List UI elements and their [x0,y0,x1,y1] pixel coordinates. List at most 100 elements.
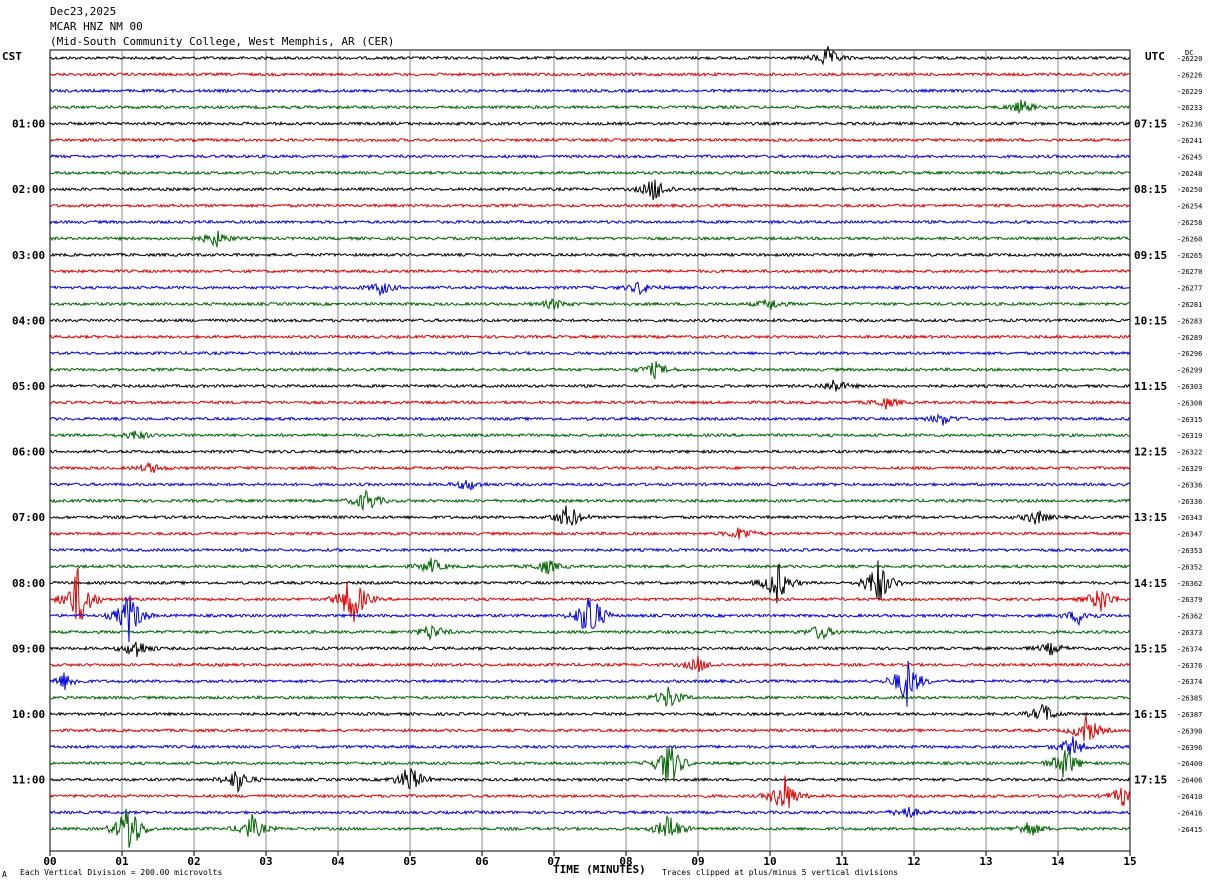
right-time-label: 16:15 [1134,708,1167,721]
seismic-trace-26 [49,479,1131,491]
x-tick-label: 01 [115,855,129,868]
seismic-trace-36 [49,641,1131,658]
seismic-trace-9 [49,202,1131,209]
left-time-label: 02:00 [12,183,45,196]
dc-offset-label: -26379 [1177,596,1202,604]
dc-offset-label: -26233 [1177,104,1202,112]
x-tick-label: 08 [619,855,632,868]
right-time-label: 12:15 [1134,446,1167,459]
x-tick-label: 07 [547,855,560,868]
seismic-trace-23 [49,430,1131,441]
left-time-label: 09:00 [12,642,45,655]
dc-offset-label: -26241 [1177,137,1202,145]
left-time-label: 03:00 [12,249,45,262]
seismic-trace-24 [49,448,1131,455]
x-tick-label: 06 [475,855,489,868]
dc-offset-label: -26296 [1177,350,1202,358]
right-time-label: 08:15 [1134,183,1167,196]
dc-offset-label: -26315 [1177,416,1202,424]
left-time-label: 10:00 [12,708,45,721]
seismic-trace-8 [49,179,1130,201]
dc-offset-label: -26226 [1177,71,1202,79]
right-time-label: 13:15 [1134,511,1167,524]
dc-offset-label: -26374 [1177,678,1202,686]
seismic-trace-13 [49,268,1131,274]
seismic-trace-25 [49,461,1131,474]
x-tick-label: 10 [763,855,776,868]
seismic-trace-29 [49,527,1131,540]
right-time-label: 15:15 [1134,642,1167,655]
seismic-trace-15 [49,298,1131,311]
dc-offset-label: -26406 [1177,777,1202,785]
dc-offset-label: -26362 [1177,580,1202,588]
x-tick-label: 02 [187,855,200,868]
seismic-trace-35 [49,624,1131,641]
dc-offset-label: -26374 [1177,645,1202,653]
dc-offset-label: -26362 [1177,613,1202,621]
seismic-trace-0 [49,45,1131,66]
station-code: MCAR HNZ NM 00 [50,20,143,33]
clipping-note: Traces clipped at plus/minus 5 vertical … [662,868,899,877]
seismic-trace-33 [49,567,1131,623]
dc-offset-label: -26289 [1177,334,1202,342]
left-time-label: 08:00 [12,577,45,590]
dc-offset-label: -26336 [1177,481,1202,489]
seismic-trace-3 [49,99,1131,115]
seismic-trace-11 [49,230,1131,248]
left-time-label: 06:00 [12,446,45,459]
plot-date: Dec23,2025 [50,5,117,18]
dc-offset-label: -26319 [1177,432,1202,440]
x-tick-label: 11 [835,855,849,868]
seismic-trace-41 [49,715,1131,742]
dc-offset-label: -26260 [1177,235,1202,243]
seismic-trace-16 [49,317,1131,323]
seismic-trace-44 [49,768,1131,794]
seismic-trace-14 [49,281,1131,297]
x-tick-label: 04 [331,855,345,868]
dc-offset-label: -26220 [1177,55,1202,63]
dc-offset-label: -26245 [1177,153,1202,161]
dc-offset-label: -26400 [1177,760,1202,768]
dc-offset-label: -26343 [1177,514,1202,522]
seismic-trace-17 [49,334,1131,340]
station-location: (Mid-South Community College, West Memph… [50,35,395,48]
dc-offset-label: -26229 [1177,88,1202,96]
dc-offset-label: -26270 [1177,268,1202,276]
dc-offset-label: -26373 [1177,629,1202,637]
dc-offset-label: -26277 [1177,285,1202,293]
left-time-label: 04:00 [12,314,45,327]
x-tick-label: 00 [43,855,56,868]
left-timezone-label: CST [2,50,22,63]
dc-offset-label: -26303 [1177,383,1202,391]
dc-offset-label: -26254 [1177,203,1202,211]
dc-offset-label: -26376 [1177,662,1202,670]
seismic-trace-6 [49,153,1131,160]
dc-offset-label: -26347 [1177,531,1202,539]
seismic-trace-7 [49,170,1131,176]
dc-offset-label: -26248 [1177,170,1202,178]
left-time-label: 11:00 [12,774,45,787]
seismic-trace-1 [49,71,1131,78]
seismic-trace-10 [49,219,1131,225]
dc-header-label: DC [1185,49,1194,57]
dc-offset-label: -26265 [1177,252,1202,260]
dc-offset-label: -26236 [1177,121,1202,129]
x-tick-label: 12 [907,855,920,868]
x-tick-label: 09 [691,855,704,868]
dc-offset-label: -26258 [1177,219,1202,227]
seismic-trace-22 [49,413,1131,426]
seismic-trace-19 [49,361,1131,380]
left-time-label: 01:00 [12,118,45,131]
x-tick-label: 14 [1051,855,1065,868]
dc-offset-label: -26281 [1177,301,1202,309]
seismic-trace-38 [49,660,1131,707]
seismic-trace-37 [49,655,1131,672]
seismic-trace-4 [49,120,1131,127]
seismic-trace-40 [49,703,1131,720]
seismic-trace-28 [50,505,1131,526]
x-tick-label: 15 [1123,855,1136,868]
x-tick-label: 03 [259,855,272,868]
dc-offset-label: -26385 [1177,695,1202,703]
dc-offset-label: -26322 [1177,449,1202,457]
